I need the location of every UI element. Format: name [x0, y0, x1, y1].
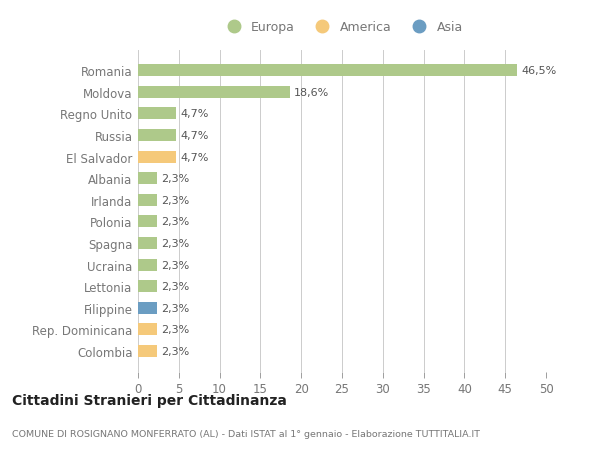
Bar	[138, 302, 157, 314]
Bar	[138, 280, 157, 292]
Bar	[138, 259, 157, 271]
Text: 46,5%: 46,5%	[521, 66, 557, 76]
Text: 2,3%: 2,3%	[161, 196, 189, 205]
Bar	[138, 324, 157, 336]
Bar	[138, 130, 176, 142]
Bar	[138, 151, 176, 163]
Text: 2,3%: 2,3%	[161, 217, 189, 227]
Text: Cittadini Stranieri per Cittadinanza: Cittadini Stranieri per Cittadinanza	[12, 393, 287, 407]
Text: 2,3%: 2,3%	[161, 260, 189, 270]
Bar	[138, 173, 157, 185]
Text: 2,3%: 2,3%	[161, 174, 189, 184]
Text: 2,3%: 2,3%	[161, 346, 189, 356]
Bar	[138, 87, 290, 99]
Text: COMUNE DI ROSIGNANO MONFERRATO (AL) - Dati ISTAT al 1° gennaio - Elaborazione TU: COMUNE DI ROSIGNANO MONFERRATO (AL) - Da…	[12, 429, 480, 438]
Text: 18,6%: 18,6%	[294, 88, 329, 98]
Bar	[138, 195, 157, 206]
Text: 2,3%: 2,3%	[161, 325, 189, 335]
Text: 2,3%: 2,3%	[161, 303, 189, 313]
Text: 4,7%: 4,7%	[181, 152, 209, 162]
Legend: Europa, America, Asia: Europa, America, Asia	[221, 22, 463, 34]
Text: 2,3%: 2,3%	[161, 282, 189, 291]
Bar	[138, 108, 176, 120]
Bar	[138, 216, 157, 228]
Bar	[138, 65, 517, 77]
Text: 4,7%: 4,7%	[181, 109, 209, 119]
Bar	[138, 345, 157, 357]
Text: 4,7%: 4,7%	[181, 131, 209, 140]
Bar	[138, 238, 157, 249]
Text: 2,3%: 2,3%	[161, 239, 189, 248]
